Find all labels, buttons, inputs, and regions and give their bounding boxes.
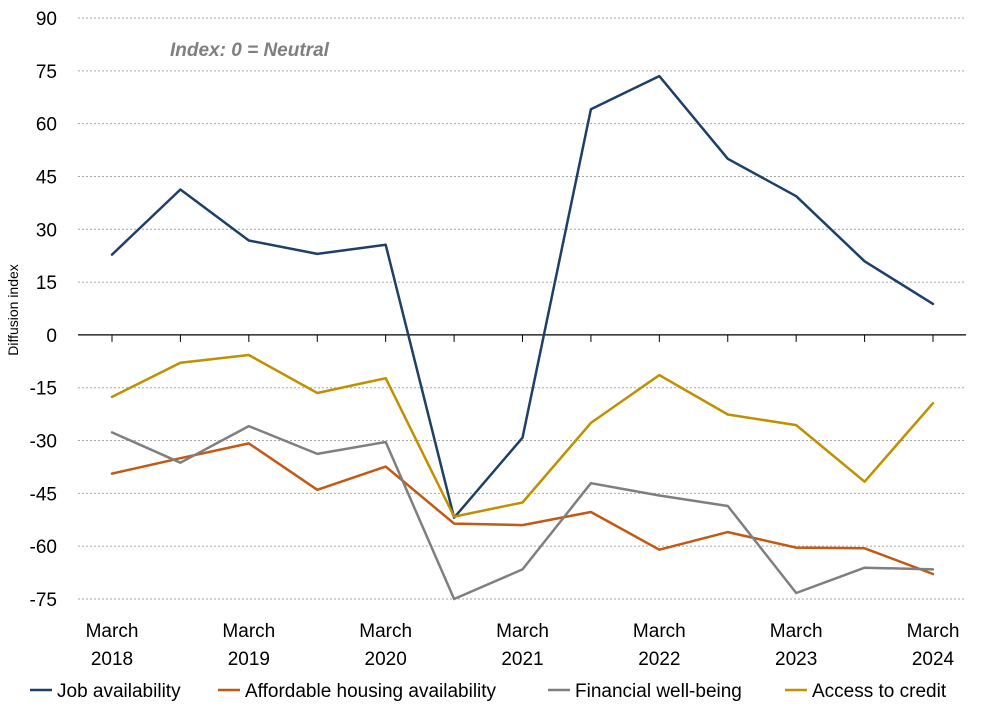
legend-label: Affordable housing availability: [245, 681, 497, 702]
y-tick-label: 60: [36, 115, 57, 136]
y-tick-label: 75: [36, 62, 57, 83]
x-tick-label: March: [633, 621, 686, 642]
x-tick-label: March: [86, 621, 139, 642]
legend-label: Access to credit: [812, 681, 947, 702]
y-tick-label: -45: [30, 484, 57, 505]
y-tick-label: 0: [46, 326, 57, 347]
x-tick-label: 2018: [91, 649, 133, 670]
series-line-access-to-credit: [110, 353, 935, 518]
x-tick-label: March: [359, 621, 412, 642]
y-tick-label: -75: [30, 590, 57, 611]
legend-label: Financial well-being: [575, 681, 742, 702]
y-tick-label: 90: [36, 9, 57, 30]
series-line-affordable-housing-availability: [110, 442, 935, 576]
gridlines: [78, 17, 966, 600]
x-tick-label: 2022: [638, 649, 680, 670]
legend: Job availability Affordable housing avail…: [30, 681, 947, 702]
x-tick-label: March: [770, 621, 823, 642]
y-tick-label: -60: [30, 537, 57, 558]
x-tick-label: 2020: [365, 649, 407, 670]
x-tick-label: 2024: [912, 649, 955, 670]
y-tick-label: -15: [30, 379, 57, 400]
y-tick-label: 30: [36, 220, 57, 241]
x-tick-label: 2019: [228, 649, 270, 670]
axes: [78, 334, 966, 342]
tick-labels: 90 75 60 45 30 15 0 -15 -30 -45 -60 -75 March 2018 Mar…: [30, 9, 960, 670]
x-tick-label: March: [496, 621, 549, 642]
x-tick-label: 2021: [501, 649, 543, 670]
x-tick-label: 2023: [775, 649, 817, 670]
x-tick-label: March: [907, 621, 960, 642]
series-lines: [110, 74, 935, 601]
y-tick-label: -30: [30, 432, 57, 453]
y-tick-label: 15: [36, 273, 57, 294]
series-line-financial-well-being: [110, 424, 935, 601]
y-tick-label: 45: [36, 167, 57, 188]
y-axis-title: Diffusion index: [5, 264, 21, 356]
series-line-job-availability: [110, 74, 935, 519]
chart-annotation: Index: 0 = Neutral: [170, 40, 330, 61]
legend-label: Job availability: [57, 681, 181, 702]
x-tick-label: March: [222, 621, 275, 642]
